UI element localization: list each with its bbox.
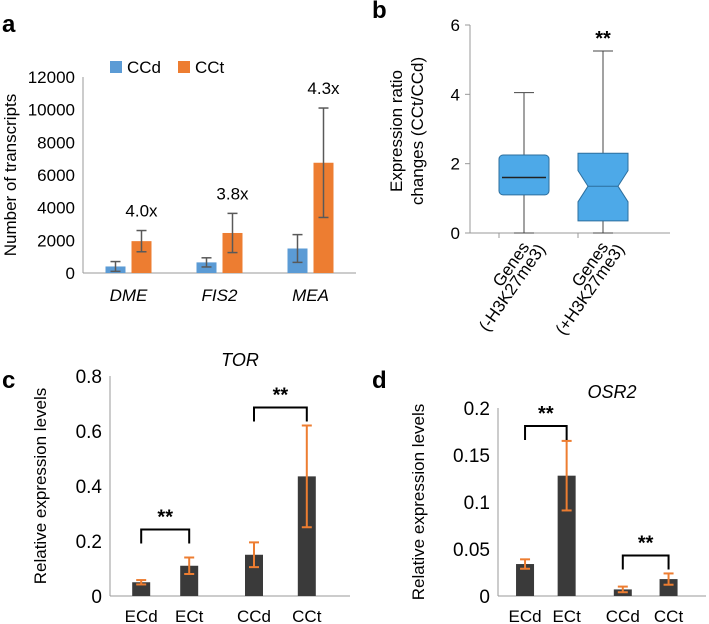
panel-d-y-tick-label: 0.15 xyxy=(453,446,490,467)
panel-d-y-axis-label: Relative expression levels xyxy=(409,404,428,601)
panel-d-x-tick-label: CCd xyxy=(606,607,640,624)
panel-d-label: d xyxy=(372,367,387,394)
panel-c-significance-bracket xyxy=(253,406,308,422)
panel-a-legend-swatch xyxy=(110,61,122,73)
panel-c-significance-bracket xyxy=(140,528,191,544)
panel-d-significance-label: ** xyxy=(638,532,654,554)
panel-b-label: b xyxy=(372,0,387,24)
panel-c-bar xyxy=(132,582,151,596)
panel-d-y-tick-label: 0.1 xyxy=(464,493,490,514)
panel-b-box xyxy=(498,154,550,196)
panel-b-y-tick-label: 4 xyxy=(451,85,460,104)
panel-c-y-tick-label: 0.4 xyxy=(76,477,103,498)
panel-b-significance: ** xyxy=(595,28,611,50)
panel-d-title: OSR2 xyxy=(587,382,636,402)
panel-a-y-tick-label: 10000 xyxy=(28,101,75,120)
panel-a-legend-label: CCt xyxy=(195,58,225,77)
panel-b-y-tick-label: 0 xyxy=(451,224,460,243)
panel-d-x-tick-label: ECd xyxy=(509,607,542,624)
panel-c-bar xyxy=(245,554,263,596)
panel-c-x-tick-label: CCt xyxy=(292,607,322,624)
panel-c-significance-label: ** xyxy=(273,385,289,407)
panel-d-y-tick-label: 0 xyxy=(479,587,490,608)
panel-d-significance-bracket xyxy=(621,554,670,570)
panel-d-bar xyxy=(659,579,678,596)
panel-d-y-tick-label: 0.2 xyxy=(464,399,490,420)
panel-d-bar xyxy=(516,564,535,596)
panel-d-significance-label: ** xyxy=(538,403,554,425)
panel-c-x-tick-label: CCd xyxy=(237,607,271,624)
panel-a-fold-annotation: 4.0x xyxy=(125,202,158,221)
panel-a-legend-swatch xyxy=(178,61,190,73)
panel-c-x-tick-label: ECd xyxy=(125,607,158,624)
panel-a-x-tick-label: FIS2 xyxy=(202,286,238,305)
panel-b-y-tick-label: 6 xyxy=(451,16,460,35)
panel-c-title: TOR xyxy=(221,350,259,370)
panel-a-chart: 0 2000 4000 6000 8000 10000 12000 Number of tra… xyxy=(1,58,356,305)
panel-c-y-tick-label: 0.2 xyxy=(76,532,102,553)
panel-a-y-tick-label: 8000 xyxy=(37,133,75,152)
panel-d-x-tick-label: CCt xyxy=(654,607,684,624)
panel-b-box xyxy=(577,152,629,222)
panel-c-bar xyxy=(297,476,316,596)
panel-a-y-tick-label: 4000 xyxy=(37,199,75,218)
panel-a-y-tick-label: 2000 xyxy=(37,231,75,250)
panel-a-fold-annotation: 4.3x xyxy=(307,79,340,98)
panel-d-bar xyxy=(557,475,576,596)
panel-d-x-tick-label: ECt xyxy=(552,607,581,624)
panel-d-chart: 0 0.05 0.1 0.15 0.2 Relative expression level… xyxy=(409,382,706,624)
panel-a-y-tick-label: 0 xyxy=(66,264,75,283)
panel-c-x-tick-label: ECt xyxy=(175,607,204,624)
panel-c-y-axis-label: Relative expression levels xyxy=(31,388,50,585)
panel-a-fold-annotation: 3.8x xyxy=(216,184,249,203)
panel-b-y-axis-label-line1: Expression ratio xyxy=(387,70,406,192)
panel-a-label: a xyxy=(2,11,16,38)
panel-d-y-tick-label: 0.05 xyxy=(453,540,490,561)
panel-c-y-tick-label: 0.6 xyxy=(76,422,102,443)
panel-c-y-tick-label: 0 xyxy=(91,587,102,608)
panel-c-chart: 0 0.2 0.4 0.6 0.8 Relative expression levels T… xyxy=(31,350,350,624)
panel-a-y-tick-label: 12000 xyxy=(28,68,75,87)
panel-a-y-axis-label: Number of transcripts xyxy=(1,94,20,257)
panel-a-legend-label: CCd xyxy=(127,58,161,77)
panel-b-y-axis-label-line2: changes (CCt/CCd) xyxy=(408,57,427,205)
panel-a-x-tick-label: DME xyxy=(110,286,148,305)
panel-c-significance-label: ** xyxy=(157,507,173,529)
panel-a-bar xyxy=(131,241,152,273)
panel-d-significance-bracket xyxy=(524,425,568,440)
panel-c-y-tick-label: 0.8 xyxy=(76,367,102,388)
panel-b-y-tick-label: 2 xyxy=(451,155,460,174)
panel-a-y-tick-label: 6000 xyxy=(37,166,75,185)
panel-a-x-tick-label: MEA xyxy=(292,286,329,305)
panel-c-label: c xyxy=(2,367,15,394)
